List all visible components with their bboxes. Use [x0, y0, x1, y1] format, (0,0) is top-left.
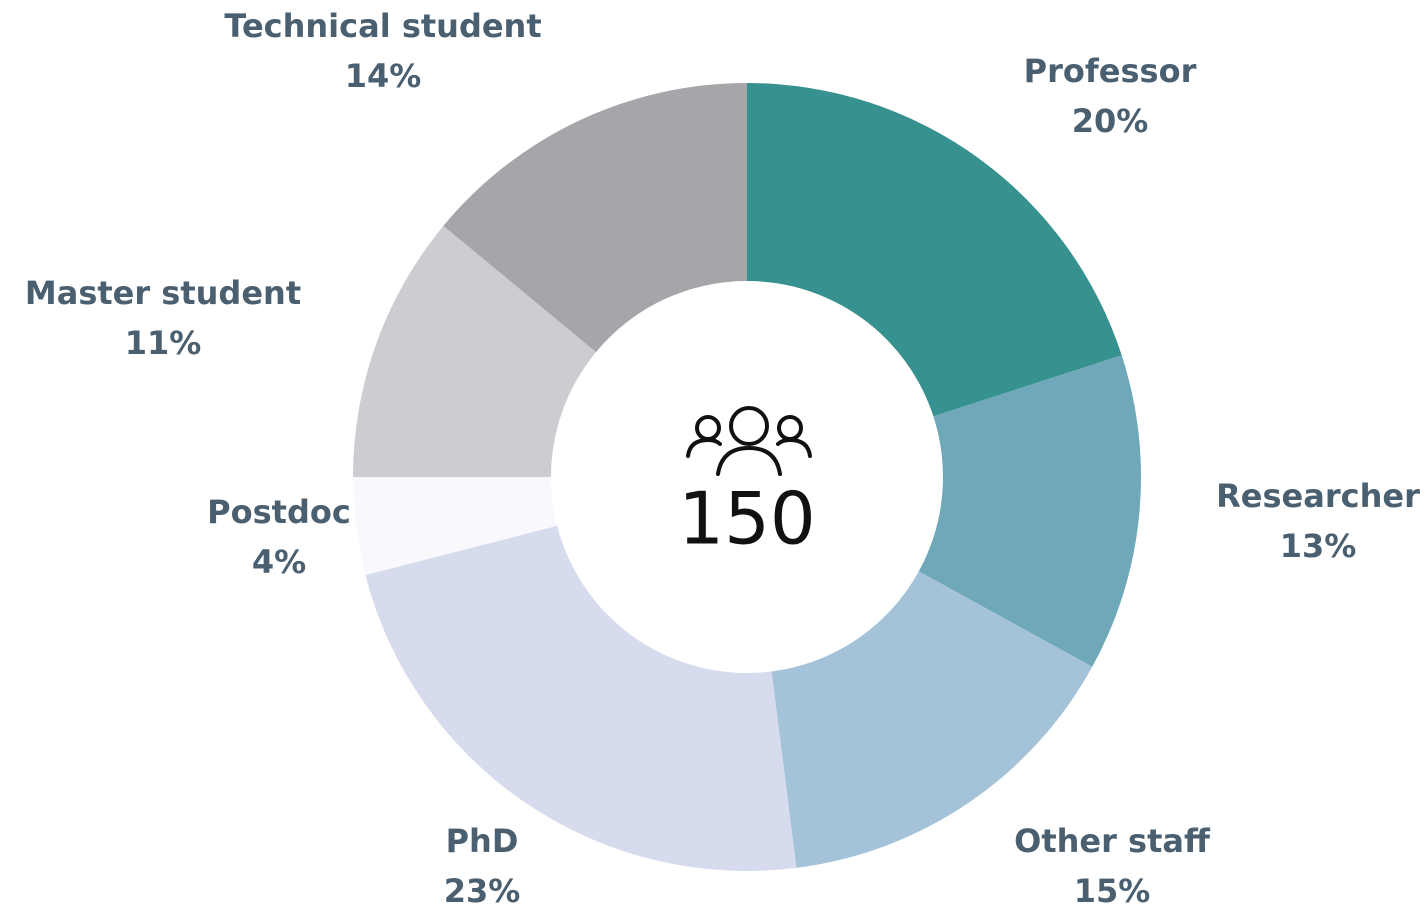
slice-value-label: 4% [252, 543, 306, 581]
slice-label: PhD [446, 822, 519, 860]
center-value: 150 [678, 477, 815, 561]
people-icon [686, 406, 812, 476]
slice-value-label: 20% [1072, 102, 1149, 140]
slice-label: Master student [25, 274, 301, 312]
slice [353, 225, 596, 477]
slice [443, 83, 747, 353]
slice [353, 477, 558, 575]
slice-value-label: 11% [125, 324, 202, 362]
slice [747, 83, 1122, 417]
slice-value-label: 23% [444, 872, 521, 910]
slice-label: Professor [1024, 52, 1197, 90]
slice-value-label: 15% [1074, 872, 1151, 910]
slice-label: Researcher [1216, 477, 1420, 515]
slice-value-label: 13% [1280, 527, 1357, 565]
slice [365, 525, 797, 871]
slice-value-label: 14% [345, 57, 422, 95]
slice-label: Other staff [1014, 822, 1211, 860]
slice [771, 571, 1093, 868]
slice [918, 355, 1141, 667]
slice-label: Postdoc [207, 493, 351, 531]
slice-label: Technical student [224, 7, 541, 45]
